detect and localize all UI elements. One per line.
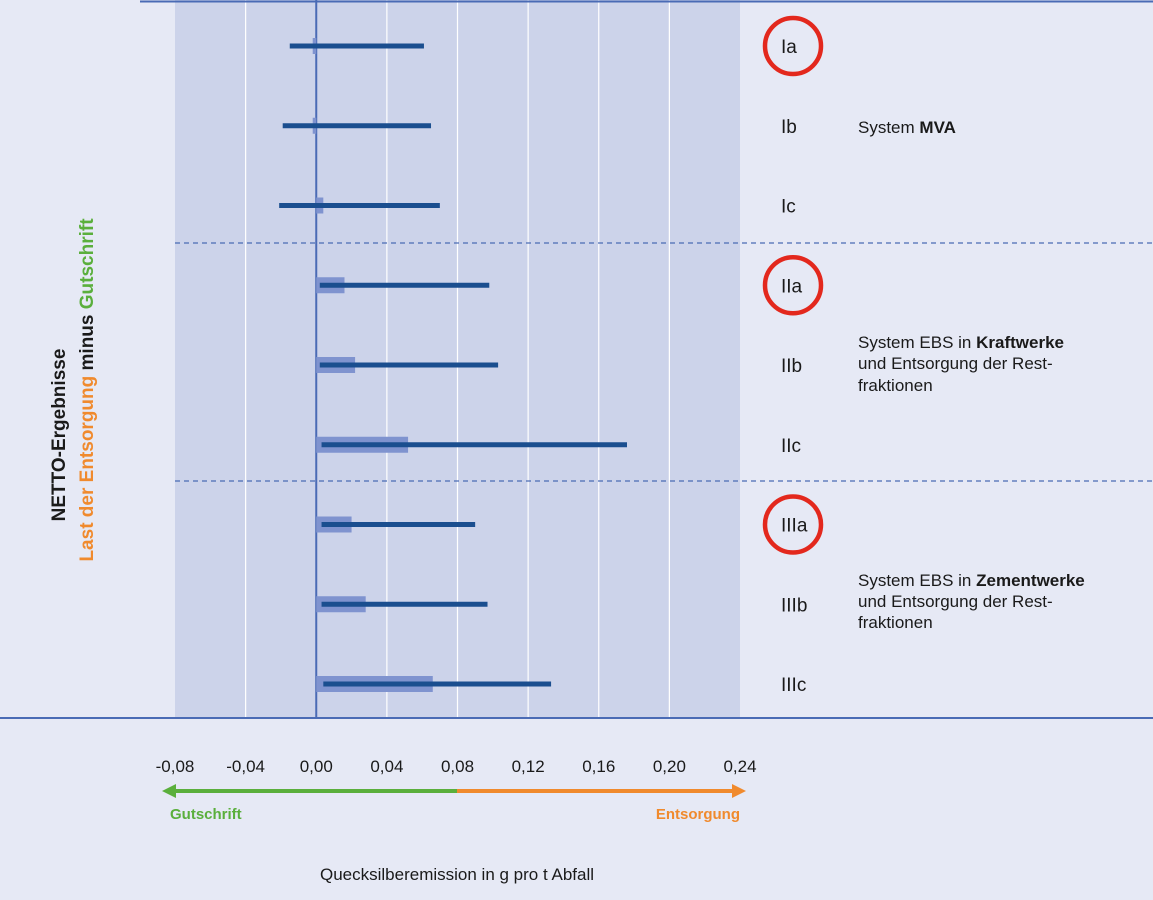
gutschrift-label: Gutschrift (170, 806, 242, 823)
gridlines (245, 0, 670, 718)
group-label-3-line2: und Entsorgung der Rest- (858, 592, 1053, 611)
group-label-2-line2: und Entsorgung der Rest- (858, 354, 1053, 373)
category-label-IIa: IIa (781, 276, 803, 297)
category-label-Ic: Ic (781, 197, 796, 218)
y-subtitle-part-2: Entsorgung (77, 376, 98, 483)
frame-lines (0, 0, 1153, 719)
x-tick-label: 0,16 (582, 757, 615, 776)
y-axis-title: NETTO-Ergebnisse (49, 349, 70, 522)
x-tick-label: 0,04 (370, 757, 403, 776)
category-label-IIIb: IIIb (781, 595, 807, 616)
range-lines (279, 43, 627, 687)
highlight-circles (762, 15, 824, 555)
highlight-circle-IIa (762, 255, 824, 316)
category-label-IIc: IIc (781, 436, 801, 457)
group-separators (175, 242, 1153, 482)
category-label-IIIa: IIIa (781, 516, 808, 537)
x-tick-label: 0,24 (723, 757, 756, 776)
group-label-2-line3: fraktionen (858, 376, 933, 395)
category-labels: Ia Ib Ic IIa IIb IIc IIIa IIIb IIIc (781, 37, 808, 696)
category-label-Ib: Ib (781, 117, 797, 138)
category-label-Ia: Ia (781, 37, 797, 58)
group-label-3: System EBS in Zementwerke (858, 571, 1085, 590)
x-tick-label: 0,20 (653, 757, 686, 776)
gutschrift-arrowhead (162, 784, 176, 798)
group-label-1: System MVA (858, 118, 956, 137)
entsorgung-arrowhead (732, 784, 746, 798)
x-tick-label: 0,08 (441, 757, 474, 776)
x-tick-label: 0,00 (300, 757, 333, 776)
group-label-3-line3: fraktionen (858, 613, 933, 632)
highlight-circle-Ia (762, 15, 824, 77)
x-tick-label: -0,08 (156, 757, 195, 776)
entsorgung-label: Entsorgung (656, 806, 740, 823)
highlight-circle-IIIa (762, 494, 824, 555)
y-subtitle-part-4: Gutschrift (77, 218, 98, 309)
y-axis-subtitle: Last der Entsorgung minus Gutschrift (77, 218, 98, 562)
category-label-IIIc: IIIc (781, 675, 806, 696)
y-subtitle-part-1: Last der (77, 482, 98, 561)
x-tick-label: -0,04 (226, 757, 265, 776)
x-tick-labels: -0,08 -0,04 0,00 0,04 0,08 0,12 0,16 0,20 0,24 (156, 757, 757, 776)
group-labels: System MVA System EBS in Kraftwerke und En… (858, 118, 1085, 632)
x-tick-label: 0,12 (512, 757, 545, 776)
x-axis-title: Quecksilberemission in g pro t Abfall (320, 865, 594, 884)
group-label-2: System EBS in Kraftwerke (858, 333, 1064, 352)
category-label-IIb: IIb (781, 356, 802, 377)
y-subtitle-part-3: minus (77, 309, 98, 376)
